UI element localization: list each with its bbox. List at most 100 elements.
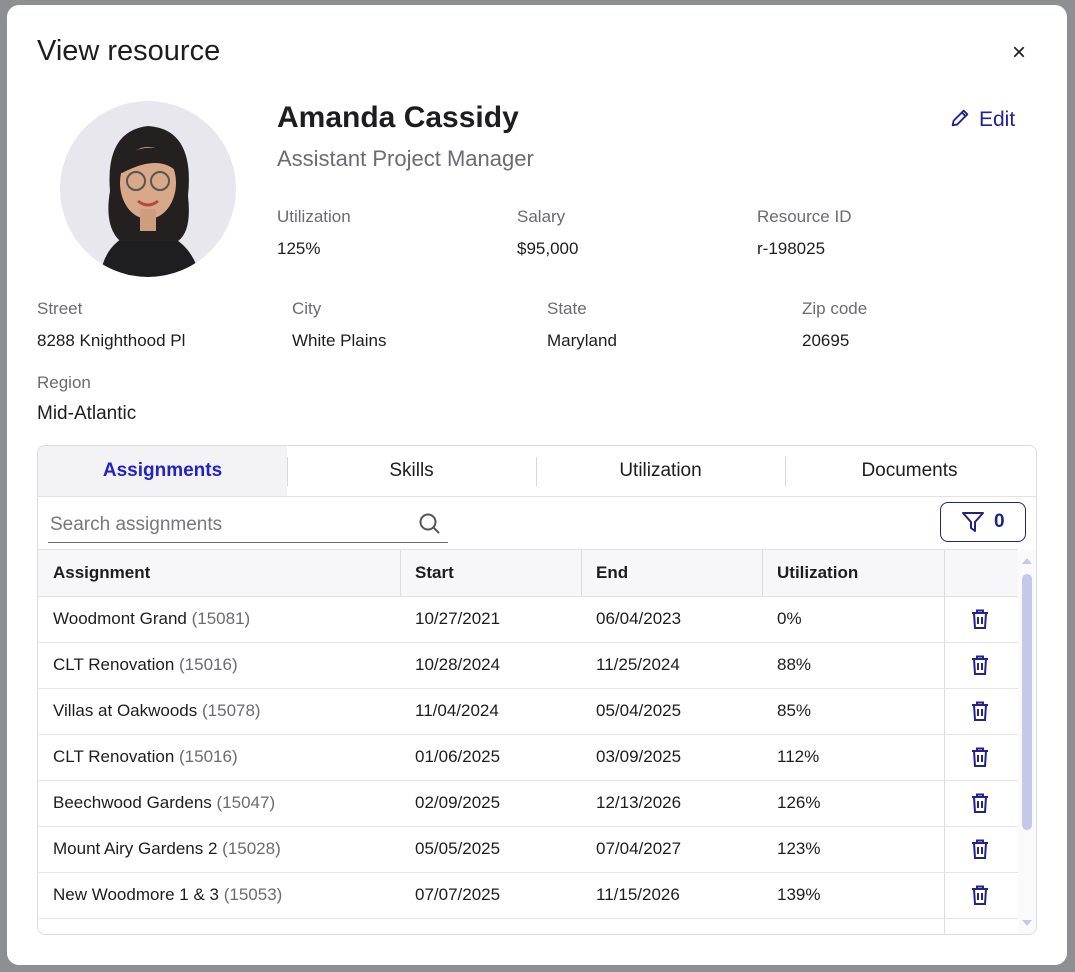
table-row: New Woodmore 1 & 3 (15053) 07/07/2025 11/1… bbox=[38, 872, 1018, 919]
tab-separator bbox=[536, 457, 537, 486]
close-button[interactable]: × bbox=[1012, 39, 1027, 66]
delete-button[interactable] bbox=[971, 793, 989, 813]
table-row: Mount Airy Gardens 2 (15028) 05/05/2025 07… bbox=[38, 826, 1018, 873]
delete-button[interactable] bbox=[971, 609, 989, 629]
delete-button[interactable] bbox=[971, 839, 989, 859]
search-field[interactable]: Search assignments bbox=[48, 510, 448, 543]
search-placeholder: Search assignments bbox=[50, 514, 223, 535]
start-cell: 10/27/2021 bbox=[415, 609, 501, 628]
trash-icon bbox=[972, 839, 988, 859]
active-tab-bg bbox=[38, 446, 287, 496]
field-value: Maryland bbox=[547, 331, 617, 350]
start-cell: 02/09/2025 bbox=[415, 793, 501, 812]
assignment-cell: CLT Renovation (15016) bbox=[53, 734, 238, 780]
assignment-id: (15081) bbox=[191, 609, 251, 628]
tab[interactable]: Utilization bbox=[619, 460, 702, 481]
delete-button[interactable] bbox=[971, 655, 989, 675]
end-cell: 11/15/2026 bbox=[596, 885, 680, 904]
table-row: Villas at Oakwoods (15078) 11/04/2024 05/0… bbox=[38, 688, 1018, 735]
field-label: Street bbox=[37, 299, 83, 318]
tab-separator bbox=[785, 457, 786, 486]
table-row: Woodmont Grand (15081) 10/27/2021 06/04/20… bbox=[38, 596, 1018, 643]
column-divider bbox=[581, 550, 582, 596]
assignment-cell: Beechwood Gardens (15047) bbox=[53, 780, 275, 826]
assignment-id: (15053) bbox=[223, 885, 283, 904]
start-cell: 11/04/2024 bbox=[415, 701, 499, 720]
start-cell: 01/06/2025 bbox=[415, 747, 501, 766]
utilization-cell: 85% bbox=[777, 701, 812, 720]
field-label: Zip code bbox=[802, 299, 868, 318]
scrollbar bbox=[1018, 550, 1036, 934]
assignment-id: (15016) bbox=[179, 655, 238, 674]
trash-icon bbox=[972, 609, 988, 629]
table-row-partial bbox=[38, 918, 1018, 934]
utilization-cell: 0% bbox=[777, 609, 802, 628]
start-cell: 07/07/2025 bbox=[415, 885, 501, 904]
field-value: 8288 Knighthood Pl bbox=[37, 331, 186, 350]
utilization-cell: 126% bbox=[777, 793, 821, 812]
table-row: CLT Renovation (15016) 01/06/2025 03/09/20… bbox=[38, 734, 1018, 781]
field-value: Mid-Atlantic bbox=[37, 403, 137, 424]
dialog: View resource × Amanda Cassidy Assistant… bbox=[7, 5, 1067, 965]
field-label: Salary bbox=[517, 207, 566, 226]
filter-icon bbox=[962, 512, 984, 532]
scrollbar-graphic bbox=[1022, 558, 1032, 926]
column-divider bbox=[944, 550, 945, 934]
field-value: White Plains bbox=[292, 331, 387, 350]
tab-separator bbox=[287, 457, 288, 486]
field-label: City bbox=[292, 299, 322, 318]
column-header: End bbox=[596, 563, 629, 582]
start-cell: 05/05/2025 bbox=[415, 839, 501, 858]
tab-panel: Search assignments 0 Assignment Start End U… bbox=[37, 445, 1037, 935]
utilization-cell: 123% bbox=[777, 839, 821, 858]
edit-icon bbox=[951, 109, 969, 127]
field-value: 20695 bbox=[802, 331, 850, 350]
edit-button[interactable]: Edit bbox=[949, 107, 1015, 132]
assignment-cell: Villas at Oakwoods (15078) bbox=[53, 688, 261, 734]
table-header: Assignment Start End Utilization bbox=[38, 549, 1018, 597]
end-cell: 06/04/2023 bbox=[596, 609, 682, 628]
resource-name: Amanda Cassidy bbox=[277, 101, 519, 134]
assignment-cell: Woodmont Grand (15081) bbox=[53, 596, 250, 642]
delete-button[interactable] bbox=[971, 885, 989, 905]
tab[interactable]: Assignments bbox=[102, 460, 223, 481]
tab-divider bbox=[38, 496, 1036, 497]
field-label: Resource ID bbox=[757, 207, 852, 226]
end-cell: 11/25/2024 bbox=[596, 655, 680, 674]
delete-button[interactable] bbox=[971, 701, 989, 721]
trash-icon bbox=[972, 701, 988, 721]
search-icon bbox=[419, 513, 440, 534]
column-divider bbox=[762, 550, 763, 596]
field-label: Utilization bbox=[277, 207, 351, 226]
edit-label: Edit bbox=[979, 108, 1016, 131]
column-header: Assignment bbox=[53, 563, 151, 582]
filter-count: 0 bbox=[994, 511, 1005, 532]
start-cell: 10/28/2024 bbox=[415, 655, 501, 674]
field-value: r-198025 bbox=[757, 239, 826, 258]
tab[interactable]: Documents bbox=[861, 460, 958, 481]
resource-role: Assistant Project Manager bbox=[277, 146, 534, 171]
assignment-id: (15078) bbox=[202, 701, 261, 720]
table-row: Beechwood Gardens (15047) 02/09/2025 12/13… bbox=[38, 780, 1018, 827]
field-value: 125% bbox=[277, 239, 321, 258]
assignment-name: Villas at Oakwoods bbox=[53, 701, 198, 720]
assignment-id: (15028) bbox=[222, 839, 281, 858]
assignment-name: CLT Renovation bbox=[53, 747, 175, 766]
assignment-cell: New Woodmore 1 & 3 (15053) bbox=[53, 872, 282, 918]
delete-button[interactable] bbox=[971, 747, 989, 767]
assignment-name: Beechwood Gardens bbox=[53, 793, 212, 812]
dialog-title: View resource bbox=[37, 35, 221, 67]
filter-button[interactable]: 0 bbox=[940, 502, 1026, 542]
tab[interactable]: Skills bbox=[389, 460, 434, 481]
end-cell: 03/09/2025 bbox=[596, 747, 682, 766]
end-cell: 12/13/2026 bbox=[596, 793, 682, 812]
assignment-id: (15016) bbox=[179, 747, 238, 766]
assignment-name: Woodmont Grand bbox=[53, 609, 187, 628]
assignment-name: Mount Airy Gardens 2 bbox=[53, 839, 218, 858]
column-header: Utilization bbox=[777, 563, 859, 582]
table-row: CLT Renovation (15016) 10/28/2024 11/25/20… bbox=[38, 642, 1018, 689]
utilization-cell: 112% bbox=[777, 747, 820, 766]
assignment-name: CLT Renovation bbox=[53, 655, 175, 674]
trash-icon bbox=[972, 885, 988, 905]
